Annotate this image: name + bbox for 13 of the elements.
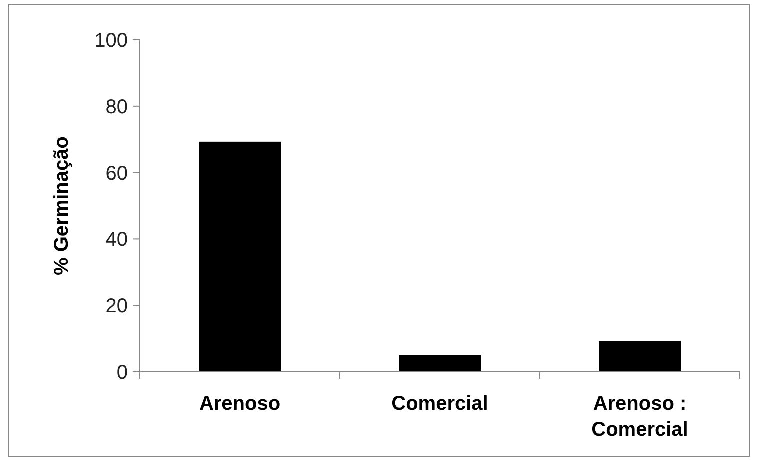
y-axis-title: % Germinação <box>51 136 73 276</box>
bar <box>399 355 481 372</box>
bar <box>199 142 281 372</box>
y-tick-label: 80 <box>106 96 128 118</box>
y-tick-label: 100 <box>94 30 128 52</box>
x-tick-label: Comercial <box>392 393 488 415</box>
x-tick-label: Arenoso <box>199 393 281 415</box>
y-tick-label: 40 <box>106 229 128 252</box>
y-tick-label: 60 <box>106 162 128 185</box>
y-tick-label: 0 <box>116 362 128 384</box>
y-tick-label: 20 <box>106 296 128 318</box>
bar <box>599 341 681 372</box>
x-tick-label: Arenoso : Comercial <box>592 393 688 441</box>
